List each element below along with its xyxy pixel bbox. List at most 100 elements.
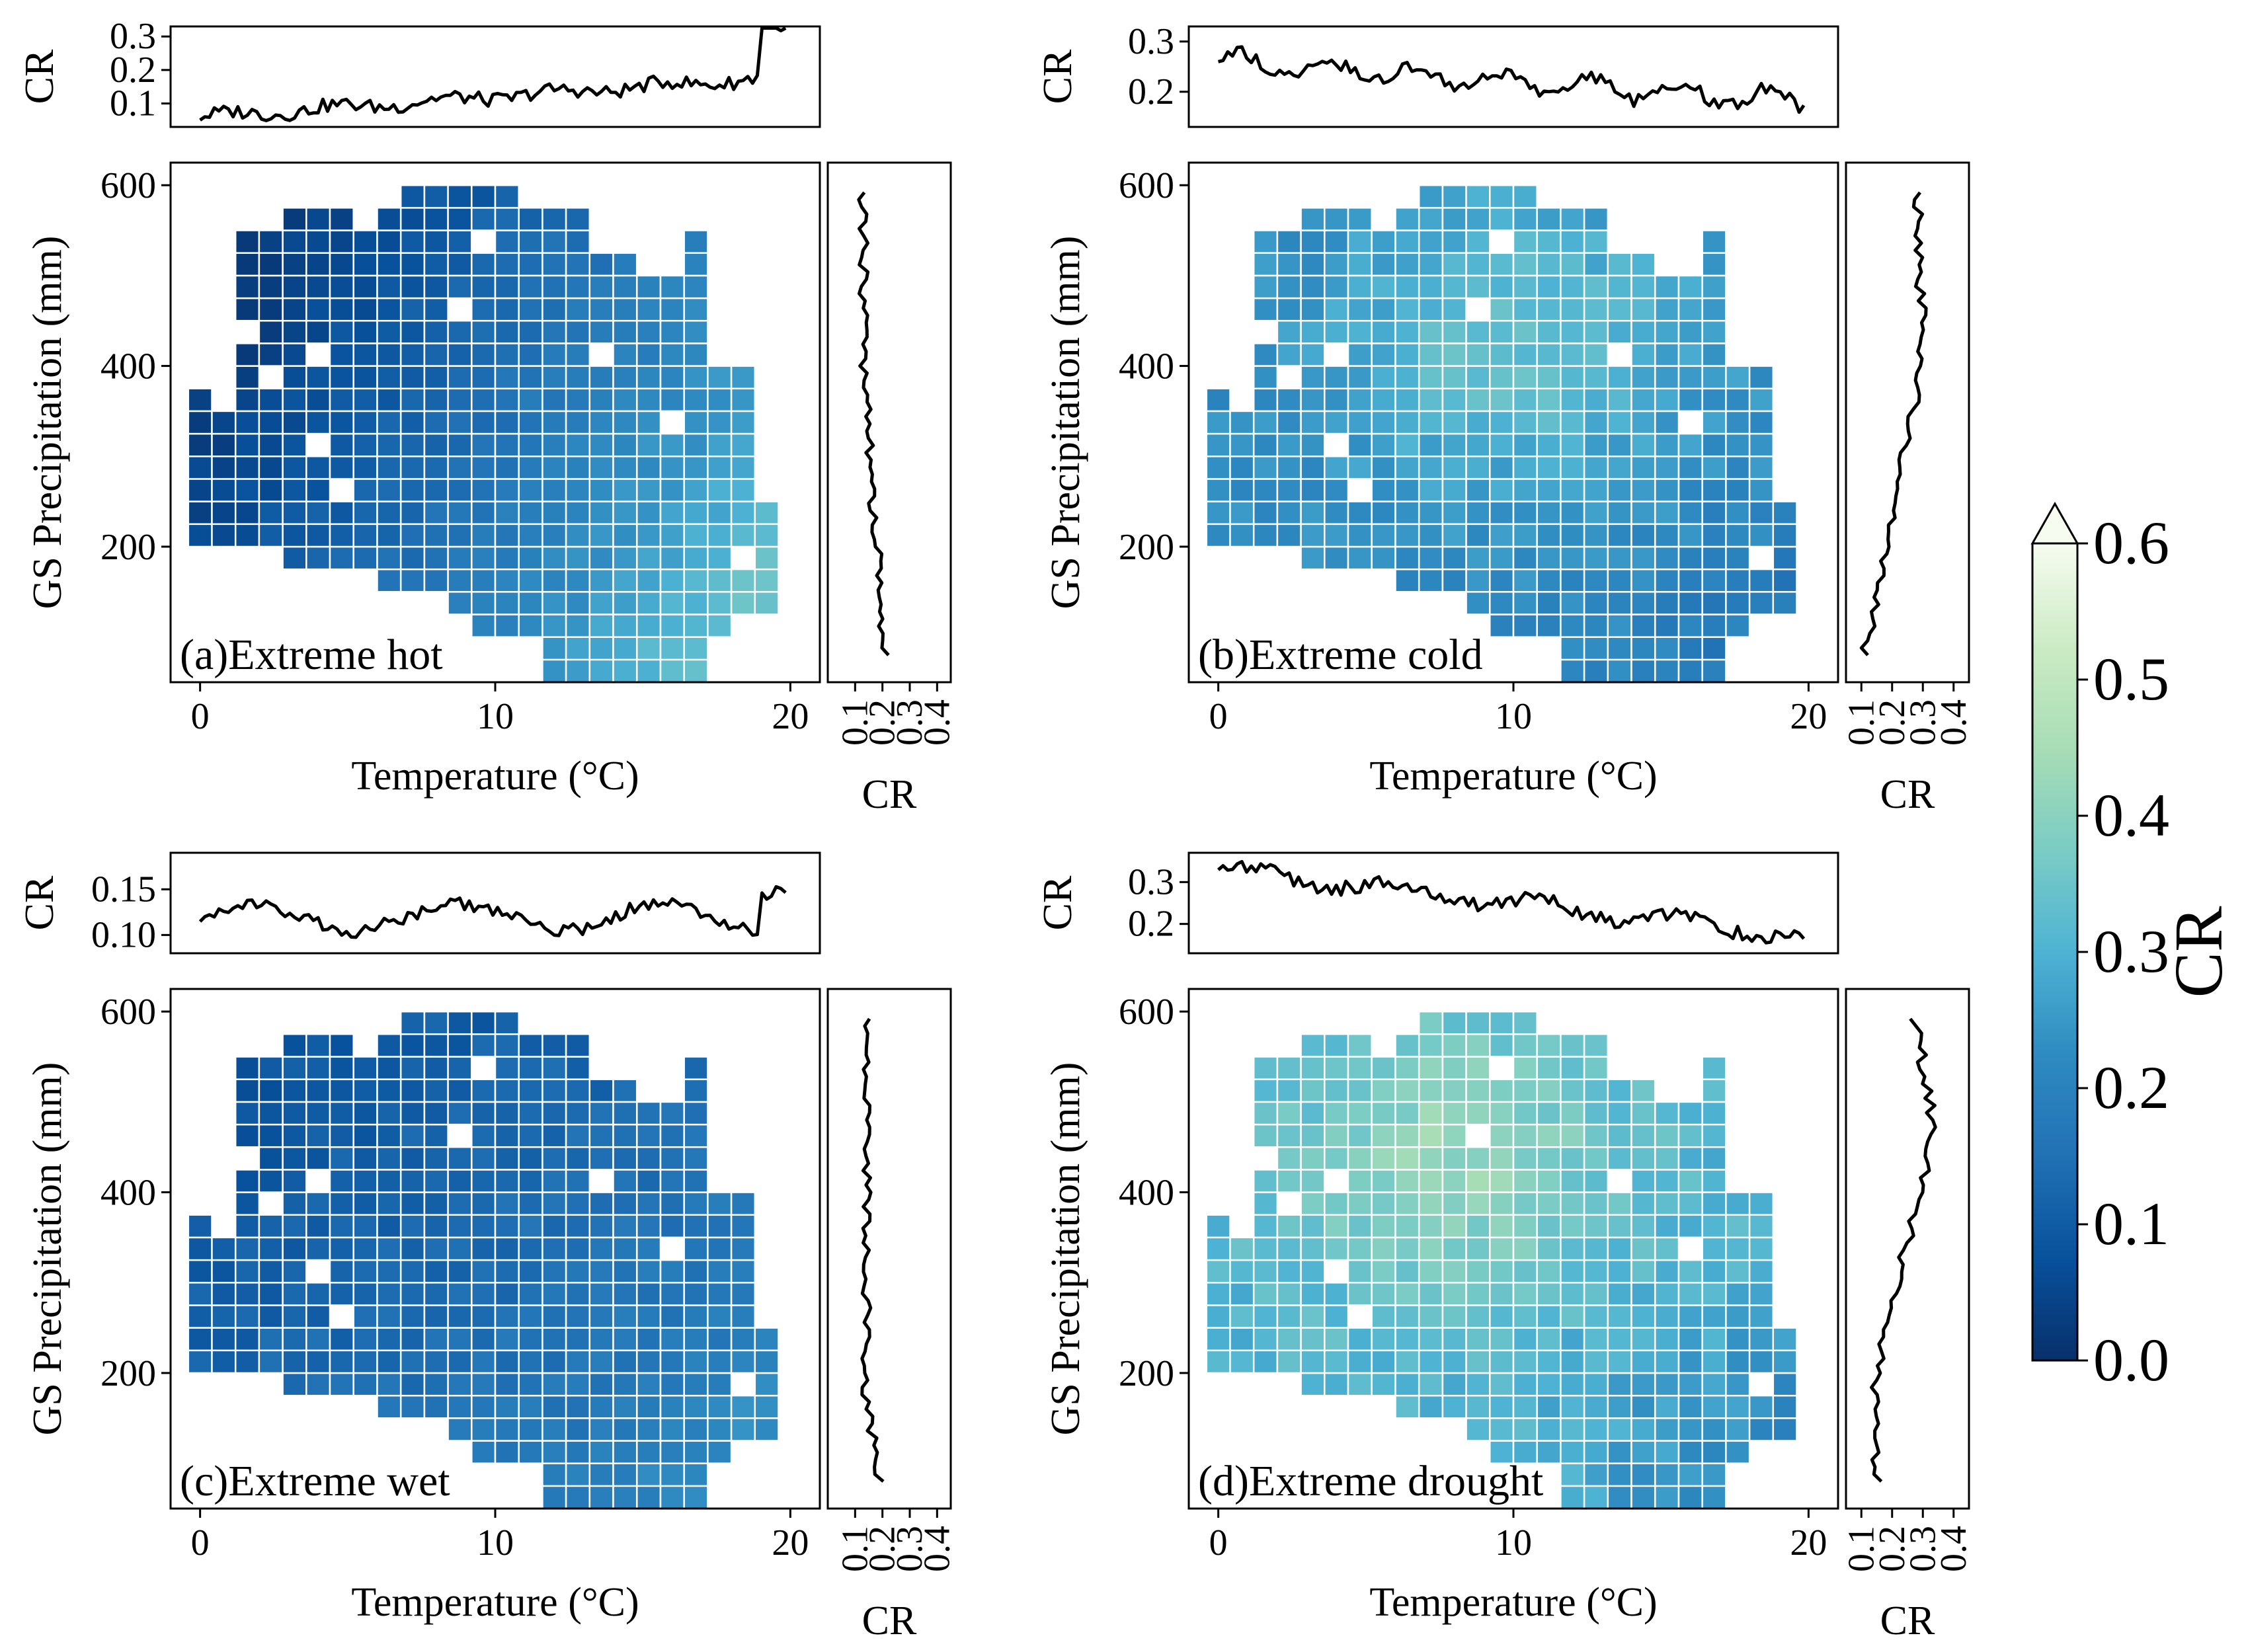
- heatmap-cell: [1677, 1259, 1703, 1284]
- heatmap-cell: [305, 1056, 331, 1080]
- heatmap-cell: [329, 1282, 354, 1306]
- heatmap-cell: [1630, 1146, 1656, 1171]
- heatmap-cell: [659, 1101, 685, 1126]
- heatmap-cell: [1394, 455, 1420, 480]
- heatmap-cell: [471, 1033, 497, 1058]
- heatmap-cell: [447, 1259, 473, 1284]
- heatmap-cell: [1418, 1236, 1444, 1261]
- heatmap-cell: [447, 387, 473, 413]
- heatmap-cell: [399, 207, 426, 231]
- heatmap-cell: [1205, 1236, 1231, 1261]
- heatmap-cell: [282, 455, 307, 480]
- heatmap-cell: [1489, 613, 1515, 638]
- heatmap-cell: [329, 410, 354, 435]
- heatmap-cell: [1394, 1101, 1420, 1126]
- heatmap-cell: [376, 1304, 402, 1329]
- heatmap-cell: [423, 1191, 449, 1216]
- heatmap-cell: [707, 1236, 733, 1261]
- heatmap-cell: [1630, 1327, 1656, 1352]
- heatmap-cell: [1607, 1101, 1632, 1126]
- heatmap-cell: [565, 1349, 591, 1374]
- right-x-tick-label: 0.1: [834, 1526, 875, 1572]
- heatmap-cell: [683, 319, 709, 344]
- heatmap-cell: [1394, 1236, 1420, 1261]
- y-tick-label: 600: [1119, 992, 1174, 1033]
- heatmap-cell: [1489, 568, 1515, 593]
- heatmap-cell: [1583, 410, 1609, 435]
- heatmap-cell: [1677, 387, 1703, 413]
- heatmap-cell: [494, 1417, 520, 1442]
- heatmap-cell: [1489, 1010, 1515, 1035]
- heatmap-cell: [518, 478, 543, 502]
- heatmap-cell: [1371, 500, 1396, 526]
- heatmap-cell: [1347, 1146, 1373, 1171]
- heatmap-cell: [730, 568, 756, 593]
- heatmap-cell: [187, 410, 213, 435]
- heatmap-cell: [1512, 365, 1538, 390]
- heatmap-cell: [471, 523, 497, 548]
- heatmap-cell: [1607, 455, 1632, 480]
- heatmap-cell: [1583, 523, 1609, 548]
- heatmap-cell: [1418, 1010, 1444, 1035]
- heatmap-cell: [1371, 1282, 1396, 1306]
- heatmap-cell: [494, 387, 520, 413]
- heatmap-cell: [1725, 1282, 1751, 1306]
- heatmap-cell: [329, 1123, 354, 1148]
- heatmap-cell: [376, 387, 402, 413]
- heatmap-cell: [1205, 387, 1231, 413]
- heatmap-cell: [1607, 1304, 1632, 1329]
- heatmap-cell: [1229, 410, 1255, 435]
- x-tick-label: 0: [191, 1522, 210, 1563]
- heatmap-cell: [423, 1033, 449, 1058]
- heatmap-cell: [282, 1214, 307, 1239]
- heatmap-cell: [541, 1056, 567, 1080]
- heatmap-cell: [1441, 319, 1467, 344]
- heatmap-cell: [447, 365, 473, 390]
- heatmap-cell: [518, 1214, 543, 1239]
- heatmap-cell: [1701, 1214, 1727, 1239]
- heatmap-cell: [399, 478, 426, 502]
- heatmap-cell: [1418, 1327, 1444, 1352]
- heatmap-cell: [305, 1214, 331, 1239]
- heatmap-cell: [494, 319, 520, 344]
- heatmap-cell: [1465, 1282, 1491, 1306]
- heatmap-cell: [1725, 1372, 1751, 1397]
- heatmap-cell: [1252, 1056, 1279, 1080]
- heatmap-cell: [471, 1101, 497, 1126]
- heatmap-cells-a: [187, 184, 780, 684]
- heatmap-cell: [352, 1282, 378, 1306]
- heatmap-cell: [541, 1214, 567, 1239]
- top-y-tick-label: 0.1: [110, 83, 156, 124]
- heatmap-cell: [1512, 1440, 1538, 1464]
- heatmap-cell: [352, 365, 378, 390]
- heatmap-cell: [1607, 523, 1632, 548]
- heatmap-cell: [588, 545, 614, 570]
- heatmap-cell: [659, 1440, 685, 1464]
- heatmap-cell: [352, 387, 378, 413]
- y-tick-label: 400: [1119, 346, 1174, 387]
- heatmap-cell: [1607, 1417, 1632, 1442]
- heatmap-cell: [447, 1417, 473, 1442]
- heatmap-cell: [518, 1033, 543, 1058]
- right-x-tick-label: 0.3: [889, 1526, 930, 1572]
- heatmap-cell: [1583, 1259, 1609, 1284]
- heatmap-cell: [305, 545, 331, 570]
- heatmap-cell: [471, 1304, 497, 1329]
- heatmap-cell: [1701, 613, 1727, 638]
- heatmap-cell: [1465, 229, 1491, 254]
- heatmap-cell: [1418, 319, 1444, 344]
- heatmap-cell: [636, 319, 662, 344]
- heatmap-cell: [683, 455, 709, 480]
- heatmap-cell: [1701, 1327, 1727, 1352]
- heatmap-cell: [1536, 1214, 1562, 1239]
- heatmap-cell: [1276, 229, 1302, 254]
- heatmap-cell: [1512, 1033, 1538, 1058]
- heatmap-cell: [1324, 1078, 1349, 1103]
- top-axes-frame: [169, 851, 821, 955]
- heatmap-cell: [1701, 252, 1727, 277]
- heatmap-cell: [683, 478, 709, 502]
- heatmap-cell: [1654, 1394, 1680, 1419]
- heatmap-cell: [329, 1101, 354, 1126]
- heatmap-cell: [1536, 1146, 1562, 1171]
- heatmap-cell: [1276, 1123, 1302, 1148]
